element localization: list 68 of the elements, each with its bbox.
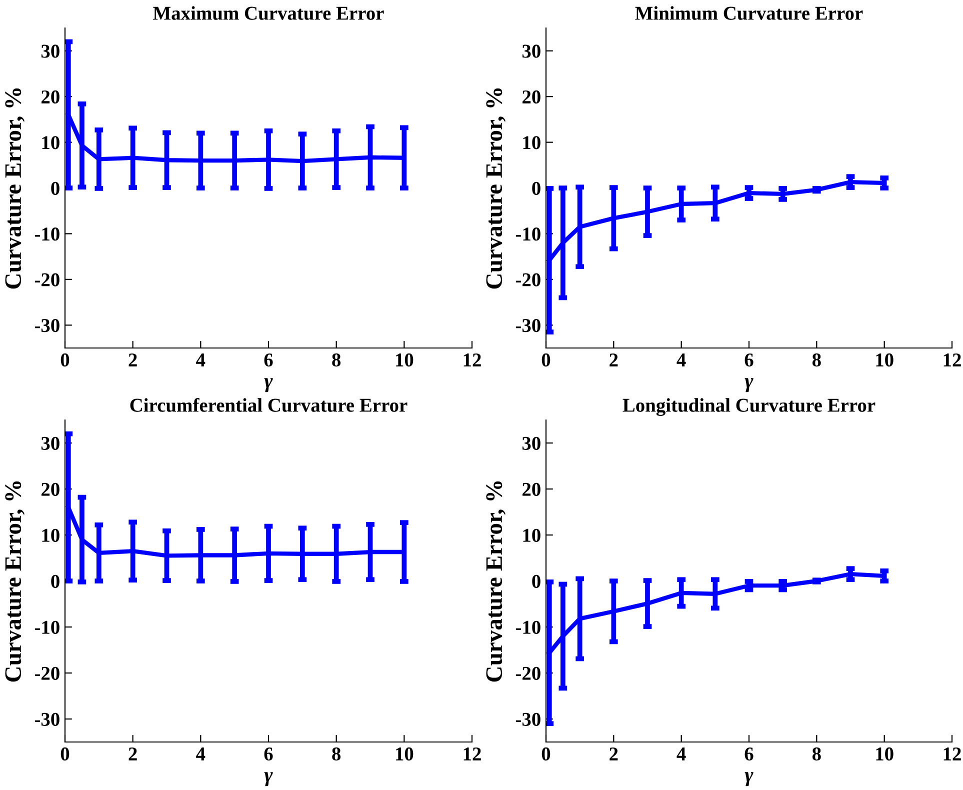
x-tick-label: 4 [196, 748, 206, 760]
x-tick-label: 8 [332, 353, 341, 367]
y-tick-label: -10 [34, 620, 60, 634]
y-tick-label: -20 [34, 273, 60, 286]
x-tick-label: 12 [944, 747, 961, 760]
x-tick-label: 2 [610, 353, 618, 366]
x-axis-title: γ [744, 772, 754, 786]
x-tick-label: 4 [676, 748, 686, 760]
x-tick-label: 4 [676, 354, 686, 366]
x-tick-label: 0 [542, 747, 550, 761]
y-tick-label: 20 [522, 482, 540, 496]
x-tick-label: 10 [396, 353, 414, 367]
y-tick-label: -20 [34, 666, 60, 680]
x-tick-label: 8 [812, 353, 821, 367]
y-tick-label: -20 [516, 273, 540, 286]
chart-title: Longitudinal Curvature Error [622, 398, 876, 416]
chart-title: Minimum Curvature Error [635, 6, 863, 20]
x-tick-label: 0 [542, 353, 550, 367]
x-tick-label: 0 [60, 747, 70, 761]
x-axis-title: γ [264, 772, 273, 786]
x-tick-label: 12 [944, 353, 961, 366]
y-tick-label: -30 [34, 318, 60, 332]
x-tick-label: 0 [60, 353, 70, 367]
y-tick-label: 0 [532, 574, 540, 588]
x-tick-label: 2 [610, 747, 618, 760]
y-tick-label: 30 [522, 436, 540, 450]
y-tick-label: 10 [523, 136, 540, 150]
chart-title: Circumferential Curvature Error [130, 398, 408, 412]
x-tick-label: 6 [744, 353, 754, 367]
y-axis-title: Curvature Error, % [486, 88, 506, 289]
x-tick-label: 4 [196, 354, 206, 366]
x-tick-label: 6 [264, 353, 273, 367]
y-tick-label: 20 [522, 90, 540, 104]
y-tick-label: 20 [42, 482, 60, 496]
y-axis-title: Curvature Error, % [5, 481, 25, 682]
x-tick-label: 2 [128, 353, 137, 366]
x-tick-label: 2 [128, 747, 137, 760]
y-tick-label: 10 [42, 136, 60, 150]
chart-title: Maximum Curvature Error [153, 6, 384, 20]
x-tick-label: 12 [464, 747, 481, 760]
y-tick-label: 0 [51, 182, 60, 195]
x-tick-label: 6 [744, 747, 754, 761]
y-tick-label: -20 [516, 666, 540, 680]
y-tick-label: -30 [516, 318, 540, 332]
y-tick-label: -10 [34, 228, 60, 241]
y-axis-title: Curvature Error, % [486, 481, 506, 682]
y-tick-label: 20 [42, 90, 60, 104]
y-tick-label: 30 [41, 436, 60, 450]
y-tick-label: -10 [516, 620, 540, 634]
y-tick-label: -30 [516, 712, 540, 726]
y-tick-label: 30 [522, 44, 540, 58]
x-tick-label: 12 [464, 353, 481, 366]
y-tick-label: -10 [516, 228, 540, 241]
y-tick-label: 0 [532, 182, 540, 195]
x-tick-label: 6 [264, 747, 273, 761]
y-tick-label: 30 [41, 44, 60, 58]
x-tick-label: 10 [876, 353, 894, 367]
y-tick-label: 10 [523, 528, 540, 542]
x-tick-label: 10 [876, 747, 894, 761]
x-tick-label: 8 [812, 747, 821, 761]
y-axis-title: Curvature Error, % [5, 88, 25, 289]
x-tick-label: 10 [396, 747, 414, 761]
y-tick-label: 10 [42, 528, 60, 542]
x-axis-title: γ [264, 378, 273, 392]
y-tick-label: -30 [34, 712, 60, 726]
y-tick-label: 0 [51, 574, 60, 588]
x-tick-label: 8 [332, 747, 341, 761]
x-axis-title: γ [744, 378, 754, 392]
